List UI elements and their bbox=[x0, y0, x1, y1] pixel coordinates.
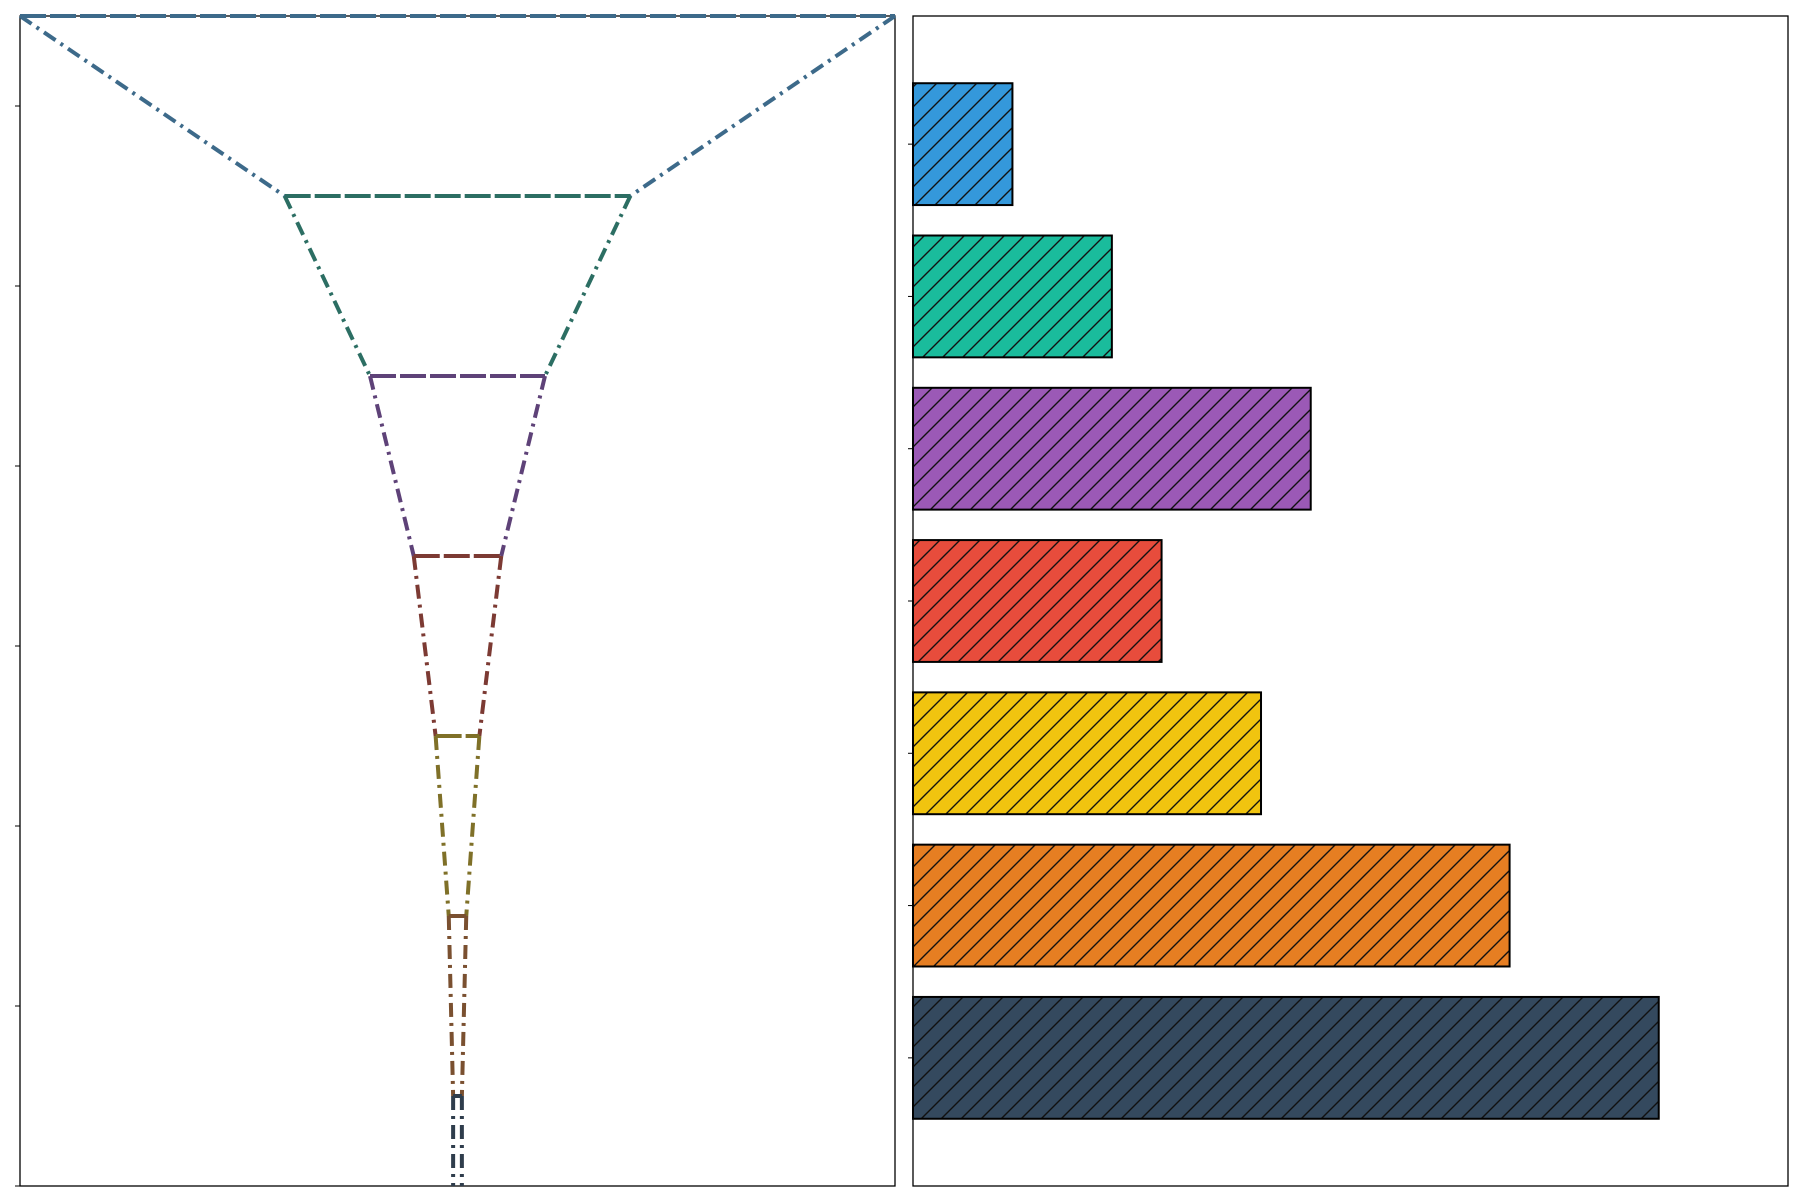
bar-6-hatch bbox=[912, 843, 1511, 968]
funnel-stage-6-right-edge bbox=[459, 915, 469, 1097]
funnel-stage-4-right-edge bbox=[477, 555, 504, 737]
funnel-stage-1-left-edge bbox=[18, 14, 286, 198]
funnel-chart bbox=[15, 14, 897, 1187]
funnel-stage-1-right-edge bbox=[629, 14, 897, 198]
bar-4-hatch bbox=[912, 539, 1163, 663]
funnel-stage-6-left-edge bbox=[446, 915, 456, 1097]
bar-7-hatch bbox=[912, 995, 1660, 1120]
funnel-stage-5-left-edge bbox=[433, 735, 451, 917]
bar-chart bbox=[908, 15, 1789, 1187]
funnel-stage-2-left-edge bbox=[282, 195, 372, 377]
funnel-y-ticks bbox=[15, 105, 20, 1187]
bar-series bbox=[912, 82, 1660, 1120]
funnel-stage-5-right-edge bbox=[464, 735, 482, 917]
bar-5-hatch bbox=[912, 691, 1263, 816]
funnel-stages bbox=[18, 14, 897, 1186]
bar-3-hatch bbox=[912, 386, 1312, 511]
bar-2-hatch bbox=[912, 234, 1113, 359]
bar-1-hatch bbox=[912, 82, 1014, 207]
funnel-stage-4-left-edge bbox=[411, 555, 438, 737]
funnel-stage-2-right-edge bbox=[543, 195, 633, 377]
funnel-stage-3-right-edge bbox=[499, 375, 547, 557]
funnel-stage-3-left-edge bbox=[368, 375, 416, 557]
funnel-axes-frame bbox=[19, 15, 896, 1187]
